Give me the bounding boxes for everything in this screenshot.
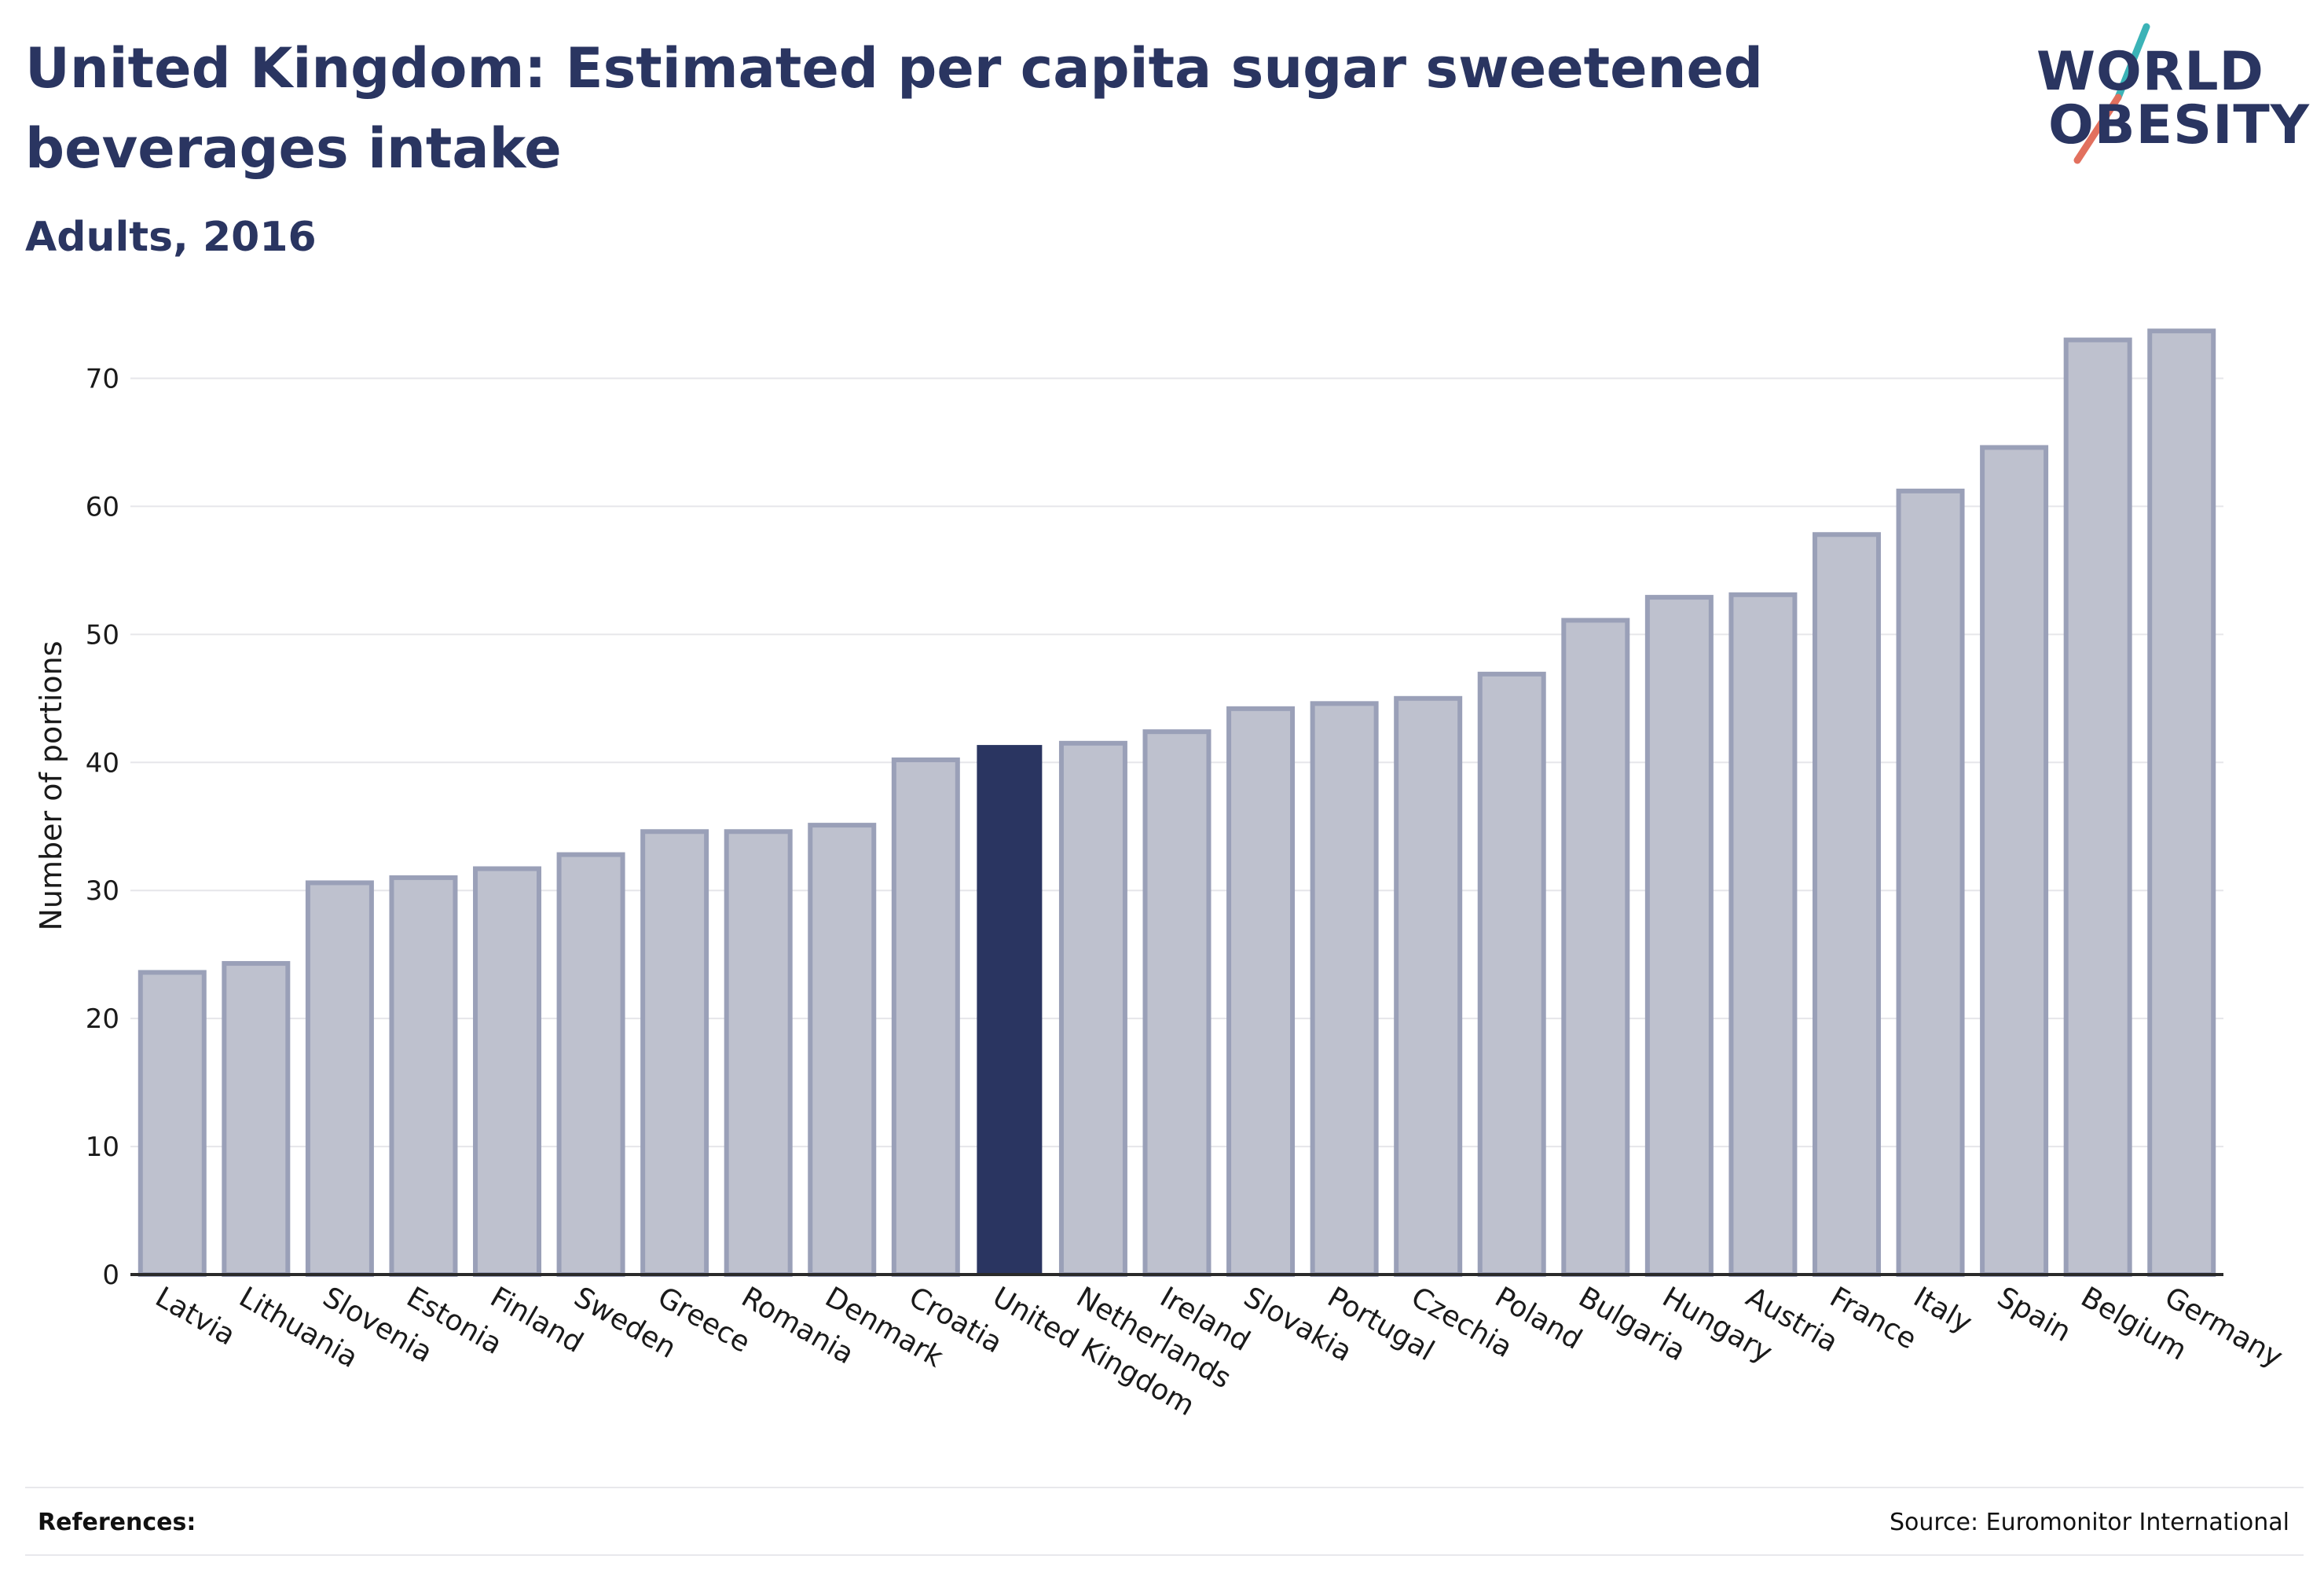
logo-word-obesity: OBESITY <box>2048 94 2310 156</box>
bar-sweden[interactable] <box>556 852 625 1277</box>
source-label: Source: Euromonitor International <box>1889 1509 2289 1536</box>
y-tick-label: 20 <box>86 1003 119 1035</box>
bar-croatia[interactable] <box>891 757 960 1277</box>
bar-france[interactable] <box>1812 532 1881 1277</box>
chart-title: United Kingdom: Estimated per capita sug… <box>25 36 1764 181</box>
x-tick-label: Latvia <box>150 1281 240 1352</box>
y-tick-label: 0 <box>102 1260 119 1291</box>
y-tick-label: 30 <box>86 875 119 907</box>
x-tick-label: Spain <box>1992 1281 2077 1348</box>
bar-slovakia[interactable] <box>1226 706 1296 1277</box>
bar-lithuania[interactable] <box>222 961 291 1278</box>
bar-latvia[interactable] <box>137 970 207 1278</box>
references-label: References: <box>38 1509 196 1536</box>
bar-portugal[interactable] <box>1310 701 1379 1277</box>
footer-divider-top <box>25 1487 2304 1488</box>
y-axis-label: Number of portions <box>34 640 68 930</box>
bar-netherlands[interactable] <box>1058 740 1127 1277</box>
bar-ireland[interactable] <box>1142 729 1211 1277</box>
bar-spain[interactable] <box>1980 445 2049 1277</box>
bar-italy[interactable] <box>1896 488 1965 1277</box>
bars <box>137 328 2216 1278</box>
y-tick-label: 40 <box>86 747 119 779</box>
bar-denmark[interactable] <box>808 823 877 1277</box>
bar-belgium[interactable] <box>2063 337 2132 1277</box>
bar-estonia[interactable] <box>389 875 458 1277</box>
logo-slash-icon <box>2073 23 2150 164</box>
y-tick-label: 50 <box>86 619 119 651</box>
chart-subtitle: Adults, 2016 <box>25 214 317 261</box>
bar-czechia[interactable] <box>1394 695 1463 1277</box>
y-tick-label: 60 <box>86 491 119 523</box>
y-tick-label: 70 <box>86 363 119 394</box>
bar-romania[interactable] <box>724 829 793 1277</box>
x-tick-label: Finland <box>485 1281 588 1359</box>
bar-germany[interactable] <box>2147 328 2216 1278</box>
bar-chart: 010203040506070LatviaLithuaniaSloveniaEs… <box>34 328 2288 1422</box>
bar-finland[interactable] <box>473 866 542 1277</box>
bar-slovenia[interactable] <box>305 880 374 1277</box>
y-tick-label: 10 <box>86 1132 119 1163</box>
bar-austria[interactable] <box>1728 592 1798 1278</box>
logo-word-world: WORLD <box>2036 41 2264 103</box>
bar-bulgaria[interactable] <box>1561 618 1630 1278</box>
bar-united-kingdom[interactable] <box>977 745 1043 1275</box>
bar-hungary[interactable] <box>1644 595 1714 1278</box>
footer-divider-bottom <box>25 1554 2304 1556</box>
bar-poland[interactable] <box>1477 671 1546 1277</box>
x-tick-label: France <box>1824 1281 1922 1355</box>
world-obesity-logo: WORLD OBESITY <box>2036 22 2310 171</box>
bar-greece[interactable] <box>640 829 709 1277</box>
